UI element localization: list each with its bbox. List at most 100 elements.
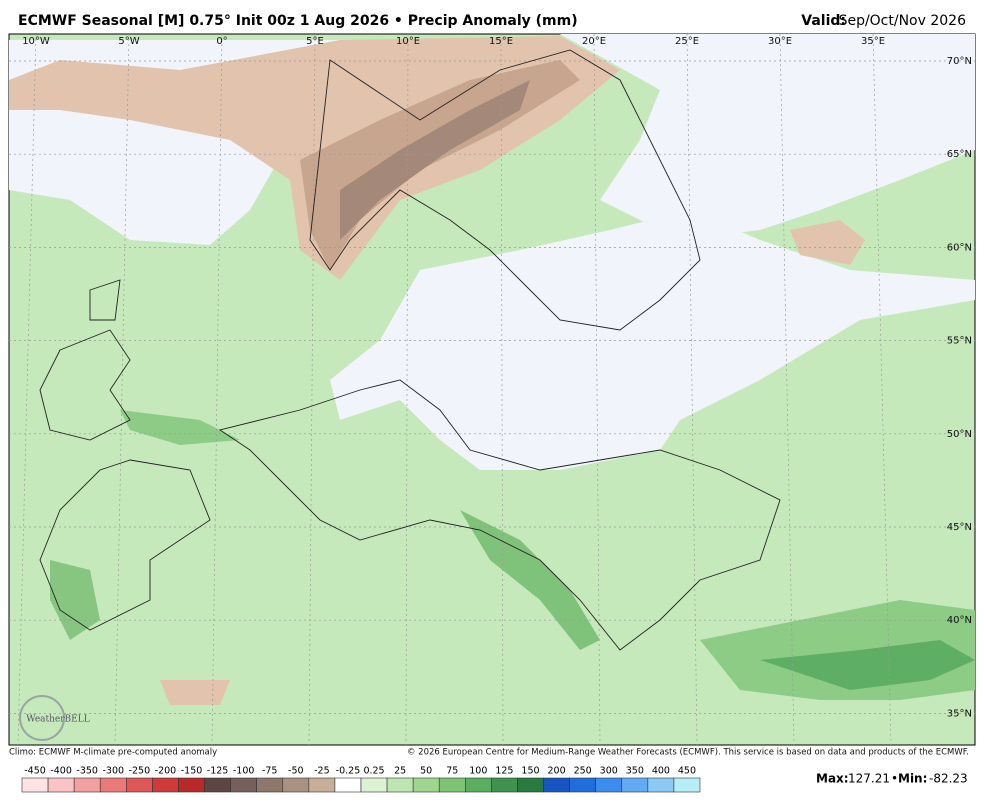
colorbar-bin: [569, 777, 596, 793]
lon-label: 0°: [216, 36, 227, 47]
lon-label: 10°E: [396, 36, 420, 47]
colorbar-label: 0.25: [363, 766, 384, 777]
colorbar-label: 250: [574, 766, 592, 777]
colorbar-bin: [21, 777, 49, 793]
lon-label: 5°E: [306, 36, 324, 47]
lon-label: 20°E: [582, 36, 606, 47]
colorbar-label: 75: [446, 766, 458, 777]
lon-label: 35°E: [861, 36, 885, 47]
lat-label: 55°N: [947, 336, 972, 347]
colorbar-bin: [491, 777, 518, 793]
separator: •: [891, 772, 898, 786]
meridian: [17, 33, 37, 746]
lon-label: 30°E: [768, 36, 792, 47]
dry-area: [330, 210, 975, 470]
colorbar-label: -200: [155, 766, 177, 777]
colorbar-label: 25: [394, 766, 406, 777]
colorbar-label: -350: [76, 766, 98, 777]
colorbar-bin: [465, 777, 492, 793]
meridian: [500, 33, 504, 746]
colorbar-bin: [334, 777, 362, 793]
colorbar-label: 450: [678, 766, 696, 777]
graticule: [9, 33, 975, 746]
colorbar-bin: [152, 777, 179, 793]
colorbar-label: -150: [181, 766, 203, 777]
map: WeatherBELL: [8, 33, 976, 746]
wet-deficit: [160, 680, 230, 705]
colorbar-label: 400: [652, 766, 670, 777]
colorbar-bin: [543, 777, 570, 793]
colorbar-bin: [412, 777, 440, 793]
meridian: [114, 33, 130, 746]
lat-label: 35°N: [947, 708, 972, 719]
colorbar-label: -50: [288, 766, 304, 777]
meridian: [308, 33, 316, 746]
wet-area: [50, 560, 100, 640]
valid: Sep/Oct/Nov 2026: [839, 13, 967, 29]
colorbar-bin: [99, 777, 127, 793]
max-label: Max:: [816, 772, 849, 786]
colorbar-label: -400: [50, 766, 72, 777]
meridian: [593, 33, 601, 746]
colorbar-label: -75: [262, 766, 278, 777]
valid-label: Valid:: [801, 13, 846, 29]
dry-area: [560, 34, 975, 240]
lon-label: 5°W: [118, 36, 139, 47]
colorbar-label: 50: [420, 766, 432, 777]
colorbar-bin: [282, 777, 310, 793]
colorbar-bin: [178, 777, 205, 793]
colorbar-label: -0.25: [336, 766, 361, 777]
colorbar-bin: [438, 777, 466, 793]
wet-area: [760, 640, 975, 690]
colorbar-bin: [360, 777, 388, 793]
lon-label: 15°E: [489, 36, 513, 47]
min-label: Min:: [898, 772, 927, 786]
colorbar-label: 200: [548, 766, 566, 777]
colorbar-label: -300: [102, 766, 124, 777]
colorbar-label: -100: [233, 766, 255, 777]
colorbar-label: -25: [314, 766, 330, 777]
colorbar-label: -250: [129, 766, 151, 777]
colorbar-label: -450: [24, 766, 46, 777]
wet-deficit: [340, 80, 530, 240]
max: 127.21: [848, 772, 890, 786]
colorbar-label: 150: [521, 766, 539, 777]
lon-label: 25°E: [675, 36, 699, 47]
meridian: [872, 33, 892, 746]
colorbar-bin: [517, 777, 544, 793]
lat-label: 45°N: [947, 522, 972, 533]
colorbar-bin: [386, 777, 414, 793]
title: ECMWF Seasonal [M] 0.75° Init 00z 1 Aug …: [18, 13, 578, 29]
colorbar-bin: [647, 777, 675, 793]
colorbar-bin: [230, 777, 257, 793]
meridian: [211, 33, 223, 746]
colorbar: -450 -400 -350 -300 -250 -200 -150 -125 -100 -75-…: [21, 766, 701, 793]
colorbar-bin: [204, 777, 231, 793]
colorbar-label: -125: [207, 766, 229, 777]
logo: WeatherBELL: [26, 715, 89, 725]
copyright: © 2026 European Centre for Medium-Range …: [407, 748, 969, 758]
colorbar-label: 100: [469, 766, 487, 777]
colorbar-label: 125: [495, 766, 513, 777]
colorbar-bin: [73, 777, 101, 793]
lat-label: 65°N: [947, 149, 972, 160]
wet-area: [120, 410, 240, 445]
lat-label: 70°N: [947, 56, 972, 67]
meridian: [779, 33, 795, 746]
wet-area: [460, 510, 600, 650]
colorbar-label: 300: [600, 766, 618, 777]
colorbar-label: 350: [626, 766, 644, 777]
lat-label: 40°N: [947, 615, 972, 626]
lon-label: 10°W: [22, 36, 50, 47]
climo-note: Climo: ECMWF M-climate pre-computed anom…: [9, 748, 217, 758]
colorbar-bin: [47, 777, 75, 793]
colorbar-bin: [673, 777, 701, 793]
colorbar-bin: [126, 777, 153, 793]
coastlines: [39, 49, 781, 651]
lat-label: 60°N: [947, 242, 972, 253]
colorbar-bin: [595, 777, 623, 793]
colorbar-bin: [621, 777, 649, 793]
wet-deficit: [790, 220, 865, 265]
logo-icon: [19, 695, 65, 741]
